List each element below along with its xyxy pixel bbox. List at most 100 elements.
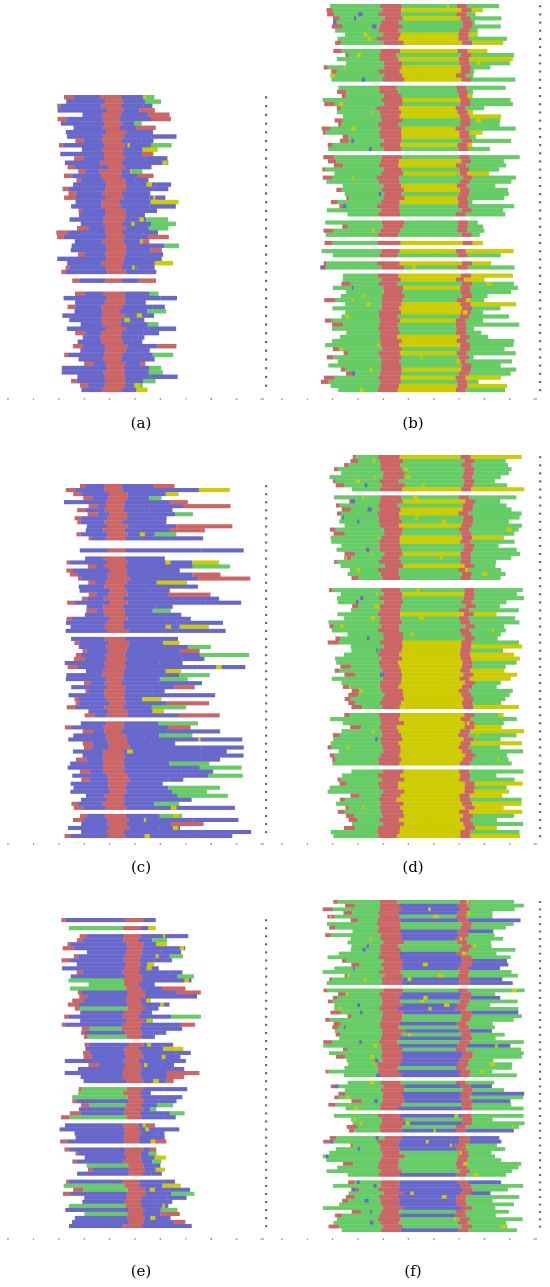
bar-segment (66, 616, 72, 621)
bar-segment (353, 1161, 379, 1166)
bar-segment (399, 306, 462, 311)
bar-segment (70, 958, 124, 963)
bar-segment (327, 988, 384, 993)
bar-segment (347, 571, 381, 577)
bar-segment (125, 1103, 141, 1108)
bar-segment (383, 195, 405, 201)
bar-segment (340, 592, 384, 597)
bar-segment (461, 1014, 472, 1019)
bar-segment (78, 357, 104, 362)
bar-segment (466, 12, 476, 17)
bar-segment (459, 628, 470, 633)
bar-segment (144, 1167, 156, 1172)
bar-segment (144, 1099, 160, 1104)
bar-segment (461, 656, 472, 661)
bar-segment (400, 575, 461, 581)
row-label-mark (265, 790, 268, 793)
row-label-mark (265, 236, 268, 239)
bar-segment (400, 616, 459, 621)
bar-segment (471, 992, 496, 996)
bar-segment (329, 1150, 383, 1155)
bar-segment (379, 1006, 398, 1011)
bar-segment (416, 745, 420, 750)
bar-segment (161, 612, 182, 617)
bar-segment (322, 907, 334, 912)
bar-segment (79, 934, 87, 939)
bar-segment (455, 106, 466, 111)
bar-segment (463, 672, 474, 677)
bar-segment (149, 496, 162, 501)
bar-segment (401, 134, 460, 139)
bar-segment (124, 608, 153, 613)
bar-segment (469, 981, 513, 985)
bar-segment (467, 988, 525, 993)
bar-segment (403, 1095, 460, 1100)
bar-segment (152, 352, 174, 358)
bar-segment (466, 1172, 506, 1177)
bar-segment (141, 1062, 161, 1068)
bar-segment (140, 1103, 157, 1108)
bar-segment (458, 200, 469, 205)
bar-segment (84, 1030, 126, 1035)
bar-segment (322, 175, 333, 180)
bar-segment (462, 959, 473, 963)
bar-segment (381, 1088, 405, 1092)
bar-segment (107, 773, 128, 778)
bar-segment (161, 568, 180, 573)
bar-segment (471, 692, 510, 697)
bar-segment (381, 306, 400, 311)
bar-segment (378, 69, 400, 74)
bar-segment (85, 1046, 125, 1051)
bar-segment (383, 789, 405, 794)
bar-segment (126, 805, 208, 810)
bar-segment (398, 1043, 458, 1048)
bar-segment (399, 261, 462, 266)
bar-segment (464, 781, 475, 786)
row-label-mark (539, 496, 542, 499)
bar-segment (105, 99, 124, 104)
bar-segment (329, 1136, 337, 1140)
row-label-mark (265, 951, 268, 954)
x-tick-label: 2 (332, 1237, 334, 1241)
bar-segment (347, 224, 383, 229)
bar-segment (147, 208, 158, 214)
bar-segment (463, 515, 474, 520)
bar-segment (467, 220, 478, 225)
bar-segment (381, 1228, 401, 1233)
bar-segment (405, 1121, 410, 1126)
bar-segment (123, 958, 140, 963)
bar-segment (85, 484, 105, 489)
bar-segment (78, 644, 107, 650)
bar-segment (104, 300, 126, 305)
bar-segment (170, 1223, 192, 1229)
bar-segment (342, 204, 377, 209)
row-label-mark (539, 754, 542, 757)
bar-segment (72, 1219, 129, 1225)
bar-segment (326, 261, 378, 266)
bar-segment (152, 304, 165, 310)
bar-segment (400, 507, 463, 512)
row-label-mark (265, 533, 268, 536)
bar-segment (404, 813, 464, 818)
bar-segment (340, 1032, 382, 1037)
row-label-mark (539, 1225, 542, 1228)
bar-segment (379, 130, 402, 135)
bar-segment (341, 93, 346, 99)
bar-segment (376, 1062, 400, 1067)
bar-segment (378, 660, 398, 665)
bar-segment (123, 508, 150, 513)
bar-segment (380, 463, 401, 468)
row-label-mark (539, 952, 542, 955)
bar-segment (351, 575, 359, 581)
bar-segment (410, 1191, 414, 1196)
bar-segment (420, 355, 423, 360)
bar-segment (400, 745, 459, 750)
bar-segment (108, 741, 128, 746)
bar-segment (402, 73, 456, 78)
bar-segment (74, 640, 80, 645)
bar-segment (169, 500, 188, 505)
bar-segment (469, 1040, 524, 1044)
bar-segment (175, 1050, 191, 1055)
bar-segment (141, 1022, 181, 1027)
bar-segment (327, 142, 333, 148)
